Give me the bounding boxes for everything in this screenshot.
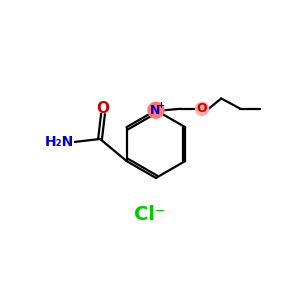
Text: N: N <box>149 104 160 117</box>
Circle shape <box>196 102 208 115</box>
Text: O: O <box>197 102 207 115</box>
Text: Cl⁻: Cl⁻ <box>134 205 166 224</box>
Text: +: + <box>158 101 164 110</box>
Text: H₂N: H₂N <box>44 135 74 149</box>
Circle shape <box>148 102 164 118</box>
Text: O: O <box>97 101 110 116</box>
